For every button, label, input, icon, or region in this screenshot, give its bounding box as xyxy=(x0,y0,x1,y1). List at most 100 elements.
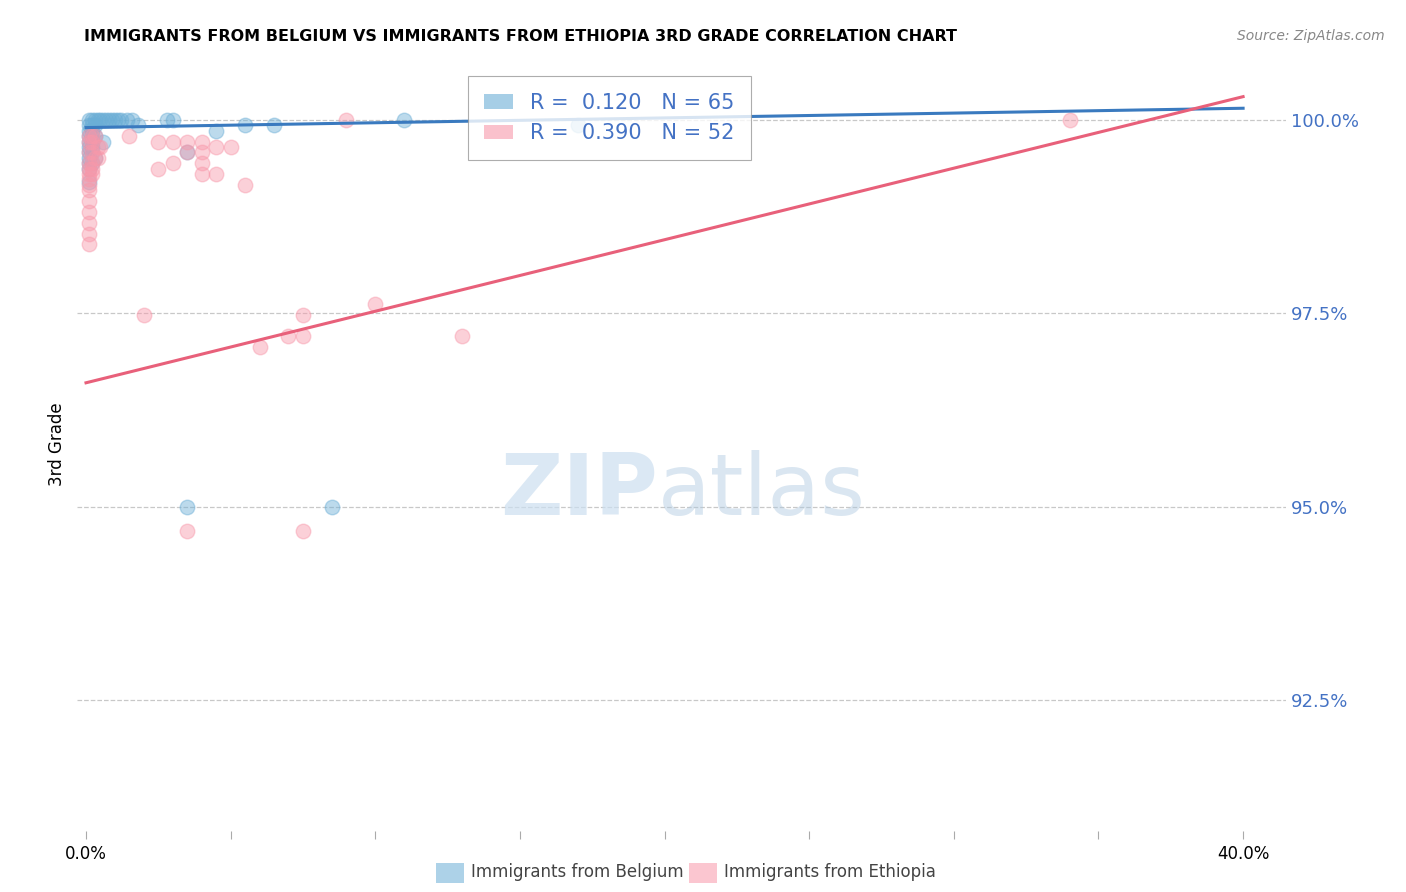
Point xyxy=(451,329,474,343)
Point xyxy=(77,172,100,186)
Point xyxy=(77,118,100,132)
Point xyxy=(176,524,198,538)
Point xyxy=(205,140,228,154)
Point xyxy=(127,118,149,132)
Point xyxy=(291,329,314,343)
Point xyxy=(83,129,105,144)
Point xyxy=(148,161,170,176)
Point xyxy=(86,140,108,154)
Point xyxy=(80,118,103,132)
Point xyxy=(291,524,314,538)
Point xyxy=(80,129,103,144)
Point xyxy=(80,156,103,170)
Point xyxy=(190,167,212,181)
Point xyxy=(148,135,170,149)
Point xyxy=(249,340,271,354)
Point xyxy=(104,112,127,127)
Point xyxy=(89,112,111,127)
Point xyxy=(110,112,132,127)
Point xyxy=(77,156,100,170)
Point xyxy=(86,112,108,127)
Point xyxy=(121,112,143,127)
Text: Source: ZipAtlas.com: Source: ZipAtlas.com xyxy=(1237,29,1385,43)
Point xyxy=(1059,112,1081,127)
Point xyxy=(96,112,118,127)
Text: ZIP: ZIP xyxy=(501,450,658,533)
Point xyxy=(567,118,589,132)
Point xyxy=(80,135,103,149)
Point xyxy=(80,129,103,144)
Point xyxy=(176,145,198,160)
Point xyxy=(77,112,100,127)
Point xyxy=(77,205,100,219)
Point xyxy=(83,112,105,127)
Point xyxy=(263,118,285,132)
Point xyxy=(176,145,198,160)
Point xyxy=(335,112,357,127)
Point xyxy=(162,135,184,149)
Point xyxy=(77,227,100,241)
Point xyxy=(77,135,100,149)
Point xyxy=(86,151,108,165)
Point xyxy=(162,156,184,170)
Point xyxy=(77,175,100,189)
Point xyxy=(233,118,256,132)
Point xyxy=(321,500,343,514)
Point xyxy=(190,135,212,149)
Point xyxy=(77,216,100,230)
Point xyxy=(205,123,228,137)
Text: atlas: atlas xyxy=(658,450,866,533)
Point xyxy=(132,308,155,322)
Point xyxy=(205,167,228,181)
Point xyxy=(83,118,105,132)
Point xyxy=(77,145,100,160)
Point xyxy=(77,178,100,192)
Point xyxy=(219,140,242,154)
Legend: R =  0.120   N = 65, R =  0.390   N = 52: R = 0.120 N = 65, R = 0.390 N = 52 xyxy=(468,76,751,160)
Point xyxy=(277,329,299,343)
Point xyxy=(364,297,387,311)
Point xyxy=(83,129,105,144)
Point xyxy=(77,123,100,137)
Point xyxy=(93,135,115,149)
Point xyxy=(80,161,103,176)
Point xyxy=(190,156,212,170)
Point xyxy=(118,129,141,144)
Point xyxy=(80,156,103,170)
Point xyxy=(77,151,100,165)
Point xyxy=(93,112,115,127)
Text: Immigrants from Belgium: Immigrants from Belgium xyxy=(471,863,683,881)
Point xyxy=(101,112,124,127)
Point xyxy=(233,178,256,192)
Point xyxy=(392,112,415,127)
Point xyxy=(156,112,179,127)
Point xyxy=(80,140,103,154)
Text: IMMIGRANTS FROM BELGIUM VS IMMIGRANTS FROM ETHIOPIA 3RD GRADE CORRELATION CHART: IMMIGRANTS FROM BELGIUM VS IMMIGRANTS FR… xyxy=(84,29,957,44)
Point xyxy=(77,129,100,144)
Point xyxy=(83,151,105,165)
Point xyxy=(98,112,121,127)
Point xyxy=(80,145,103,160)
Y-axis label: 3rd Grade: 3rd Grade xyxy=(48,403,66,486)
Point xyxy=(77,145,100,160)
Point xyxy=(115,112,138,127)
Point xyxy=(291,308,314,322)
Point xyxy=(77,194,100,208)
Point xyxy=(77,161,100,176)
Point xyxy=(80,123,103,137)
Point xyxy=(162,112,184,127)
Point xyxy=(77,156,100,170)
Point xyxy=(77,129,100,144)
Text: Immigrants from Ethiopia: Immigrants from Ethiopia xyxy=(724,863,936,881)
Point xyxy=(77,237,100,252)
Point xyxy=(176,135,198,149)
Point xyxy=(89,140,111,154)
Point xyxy=(80,112,103,127)
Point xyxy=(77,167,100,181)
Point xyxy=(190,145,212,160)
Point xyxy=(77,183,100,197)
Point xyxy=(77,135,100,149)
Point xyxy=(80,167,103,181)
Point xyxy=(83,151,105,165)
Point xyxy=(80,135,103,149)
